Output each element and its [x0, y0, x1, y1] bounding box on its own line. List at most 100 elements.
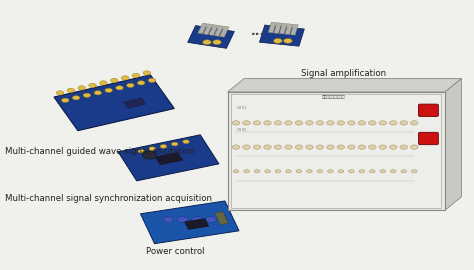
Circle shape — [243, 121, 250, 125]
FancyBboxPatch shape — [140, 201, 239, 244]
Circle shape — [163, 217, 173, 222]
Circle shape — [244, 170, 249, 173]
Circle shape — [327, 121, 334, 125]
FancyBboxPatch shape — [273, 23, 282, 33]
FancyBboxPatch shape — [215, 212, 228, 225]
Circle shape — [213, 40, 221, 45]
Circle shape — [67, 88, 74, 93]
Circle shape — [143, 151, 156, 159]
Text: Multi-channel guided wave signal excitation: Multi-channel guided wave signal excitat… — [5, 147, 195, 156]
Circle shape — [78, 86, 85, 90]
Circle shape — [359, 170, 365, 173]
FancyBboxPatch shape — [203, 24, 213, 35]
Circle shape — [316, 145, 324, 149]
Circle shape — [285, 121, 292, 125]
FancyBboxPatch shape — [188, 26, 234, 48]
Text: Multi-channel signal synchronization acquisition: Multi-channel signal synchronization acq… — [5, 194, 212, 202]
FancyBboxPatch shape — [231, 94, 441, 208]
Circle shape — [400, 145, 408, 149]
Circle shape — [347, 145, 355, 149]
Circle shape — [243, 145, 250, 149]
FancyBboxPatch shape — [291, 24, 298, 35]
Circle shape — [264, 170, 270, 173]
Circle shape — [56, 91, 64, 95]
FancyBboxPatch shape — [198, 23, 207, 34]
Circle shape — [275, 170, 281, 173]
Circle shape — [110, 78, 118, 83]
Circle shape — [338, 170, 344, 173]
Polygon shape — [445, 79, 462, 210]
Circle shape — [285, 145, 292, 149]
Circle shape — [306, 121, 313, 125]
Circle shape — [368, 145, 376, 149]
Circle shape — [132, 73, 140, 77]
FancyBboxPatch shape — [419, 104, 438, 116]
FancyBboxPatch shape — [285, 24, 293, 35]
Circle shape — [253, 121, 261, 125]
Circle shape — [254, 170, 260, 173]
Circle shape — [232, 145, 240, 149]
Circle shape — [328, 170, 333, 173]
Circle shape — [410, 121, 418, 125]
Text: CH 02: CH 02 — [237, 128, 246, 132]
Circle shape — [172, 142, 178, 146]
Circle shape — [94, 91, 101, 95]
Circle shape — [307, 170, 312, 173]
Circle shape — [411, 170, 417, 173]
Circle shape — [253, 145, 261, 149]
Text: ...: ... — [251, 25, 265, 38]
Circle shape — [264, 121, 271, 125]
Polygon shape — [228, 79, 462, 92]
Circle shape — [148, 78, 156, 83]
FancyBboxPatch shape — [228, 92, 445, 210]
Circle shape — [121, 76, 129, 80]
Circle shape — [83, 93, 91, 97]
Circle shape — [203, 40, 211, 45]
Circle shape — [100, 81, 107, 85]
Text: 多通道超声检测系统: 多通道超声检测系统 — [322, 95, 346, 99]
Circle shape — [177, 217, 188, 222]
Circle shape — [401, 170, 407, 173]
FancyBboxPatch shape — [124, 98, 146, 108]
Circle shape — [274, 145, 282, 149]
Circle shape — [337, 121, 345, 125]
Circle shape — [379, 121, 387, 125]
Circle shape — [347, 121, 355, 125]
FancyBboxPatch shape — [268, 22, 276, 33]
Circle shape — [116, 86, 123, 90]
Circle shape — [233, 170, 239, 173]
Circle shape — [379, 145, 387, 149]
FancyBboxPatch shape — [219, 26, 229, 37]
Circle shape — [127, 83, 134, 87]
Circle shape — [380, 170, 386, 173]
Circle shape — [149, 147, 155, 151]
Circle shape — [264, 145, 271, 149]
Circle shape — [410, 145, 418, 149]
Circle shape — [306, 145, 313, 149]
Circle shape — [390, 121, 397, 125]
Text: Signal amplification: Signal amplification — [301, 69, 386, 78]
Circle shape — [143, 71, 151, 75]
Circle shape — [105, 88, 112, 93]
Text: CH 01: CH 01 — [237, 106, 246, 110]
Circle shape — [206, 217, 216, 222]
Circle shape — [137, 81, 145, 85]
Text: Power control: Power control — [146, 247, 205, 256]
Circle shape — [274, 121, 282, 125]
FancyBboxPatch shape — [279, 23, 287, 34]
Circle shape — [137, 149, 144, 153]
Circle shape — [390, 145, 397, 149]
Circle shape — [73, 96, 80, 100]
Circle shape — [286, 170, 292, 173]
Circle shape — [62, 98, 69, 102]
Circle shape — [369, 170, 375, 173]
Circle shape — [295, 121, 303, 125]
Circle shape — [368, 121, 376, 125]
Circle shape — [327, 145, 334, 149]
FancyBboxPatch shape — [54, 75, 174, 131]
Circle shape — [317, 170, 323, 173]
Circle shape — [283, 38, 292, 43]
Circle shape — [296, 170, 302, 173]
FancyBboxPatch shape — [155, 153, 182, 165]
FancyBboxPatch shape — [259, 25, 304, 46]
